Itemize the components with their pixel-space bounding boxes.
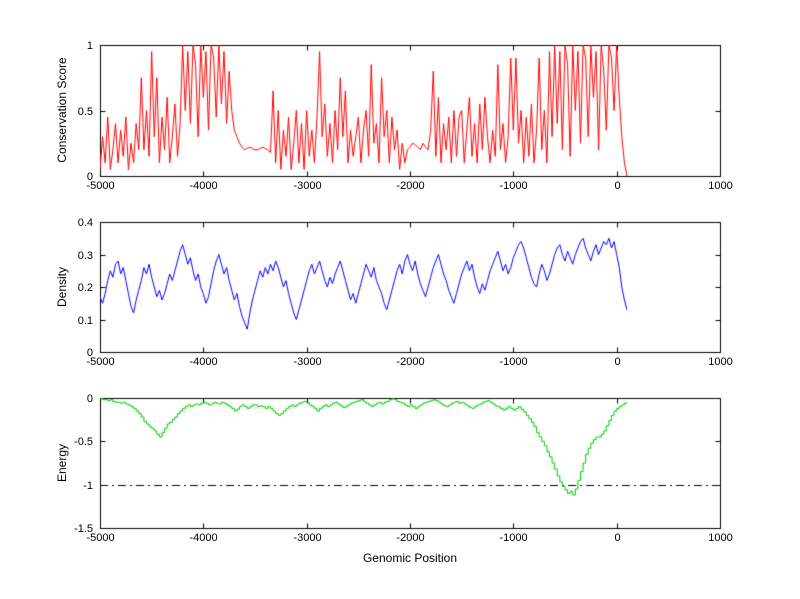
y-tick-label: 0.1: [77, 314, 93, 327]
x-tick-label: -4000: [189, 356, 218, 368]
x-tick-label: -1000: [499, 532, 528, 544]
x-tick-label: -4000: [189, 532, 218, 544]
x-tick-label: -1000: [499, 356, 528, 368]
y-tick-label: 0.4: [77, 216, 93, 229]
x-tick-label: -5000: [86, 532, 115, 544]
xlabel-genomic-position: Genomic Position: [362, 551, 458, 565]
x-tick-label: 0: [614, 356, 621, 368]
x-tick-label: 0: [614, 180, 621, 192]
y-tick-label: -0.5: [74, 435, 93, 448]
y-tick-label: 0: [86, 170, 93, 183]
x-tick-label: -4000: [189, 180, 218, 192]
x-tick-label: -3000: [293, 180, 322, 192]
x-tick-label: -2000: [396, 180, 425, 192]
x-tick-label: -3000: [293, 532, 322, 544]
y-tick-label: -1: [83, 479, 93, 492]
y-tick-label: 0: [86, 346, 93, 359]
y-tick-label: 1: [86, 39, 93, 52]
y-tick-label: 0.2: [77, 281, 93, 294]
x-tick-label: 1000: [708, 180, 733, 192]
ylabel-density: Density: [55, 266, 69, 308]
x-tick-label: 1000: [708, 356, 733, 368]
ylabel-energy: Energy: [55, 443, 69, 483]
y-tick-label: 0.5: [77, 105, 93, 118]
y-tick-label: -1.5: [74, 522, 93, 535]
x-tick-label: -5000: [86, 180, 115, 192]
x-tick-label: -2000: [396, 356, 425, 368]
x-tick-label: -2000: [396, 532, 425, 544]
ylabel-conservation-score: Conservation Score: [55, 57, 69, 163]
y-tick-label: 0.3: [77, 249, 93, 262]
x-tick-label: 1000: [708, 532, 733, 544]
x-tick-label: -3000: [293, 356, 322, 368]
x-tick-label: -1000: [499, 180, 528, 192]
x-tick-label: 0: [614, 532, 621, 544]
x-tick-label: -5000: [86, 356, 115, 368]
y-tick-label: 0: [86, 392, 93, 405]
